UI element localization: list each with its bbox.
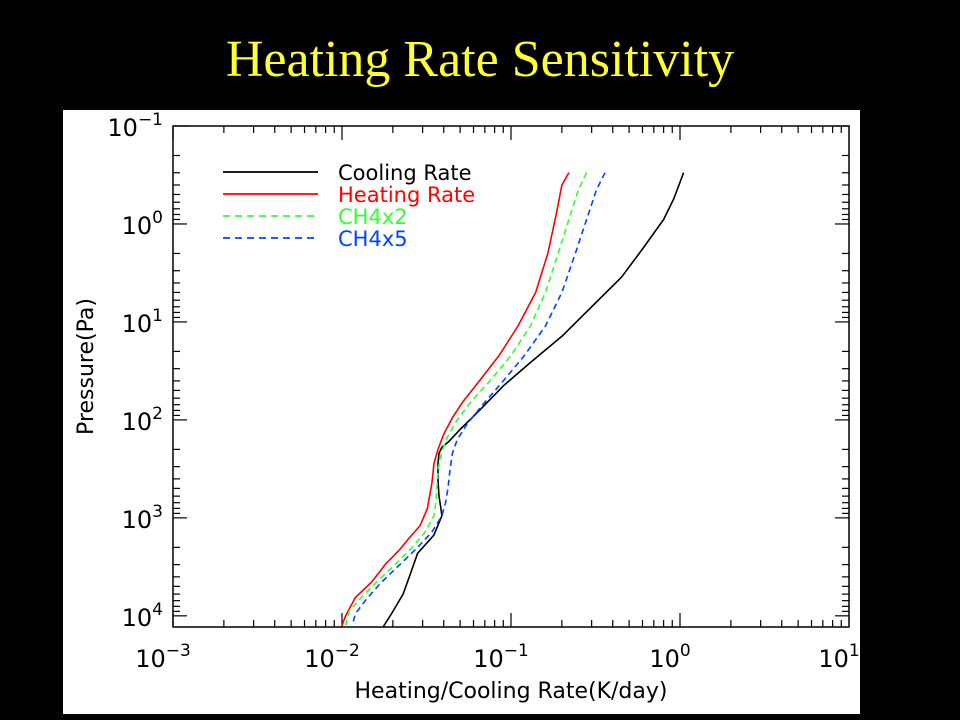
slide-title: Heating Rate Sensitivity [225,31,735,88]
y-tick-label: 10−1 [107,110,163,142]
x-tick-label: 100 [649,641,690,673]
y-tick-label: 101 [122,306,163,338]
x-axis-label: Heating/Cooling Rate(K/day) [355,679,668,704]
series-line-cooling-rate [382,172,685,628]
legend-label: Cooling Rate [338,161,472,185]
y-tick-label: 103 [122,502,163,534]
x-tick-label: 10−3 [135,641,191,673]
series-line-ch4x2 [344,172,588,626]
x-tick-label: 10−2 [304,641,360,673]
y-tick-label: 102 [122,404,163,436]
plot-frame [172,125,850,628]
y-tick-label: 100 [122,208,163,240]
legend-label: CH4x2 [338,205,408,229]
series-line-heating-rate [341,172,570,626]
x-tick-label: 10−1 [473,641,529,673]
y-axis-label: Pressure(Pa) [74,298,99,435]
x-tick-label: 101 [818,641,859,673]
series-line-ch4x5 [351,172,606,626]
legend-label: CH4x5 [338,227,408,251]
legend-label: Heating Rate [338,183,475,207]
y-tick-label: 104 [122,600,163,632]
plot-panel: Cooling Rate Heating Rate CH4x2 CH4x5 10−3 1… [63,110,860,714]
